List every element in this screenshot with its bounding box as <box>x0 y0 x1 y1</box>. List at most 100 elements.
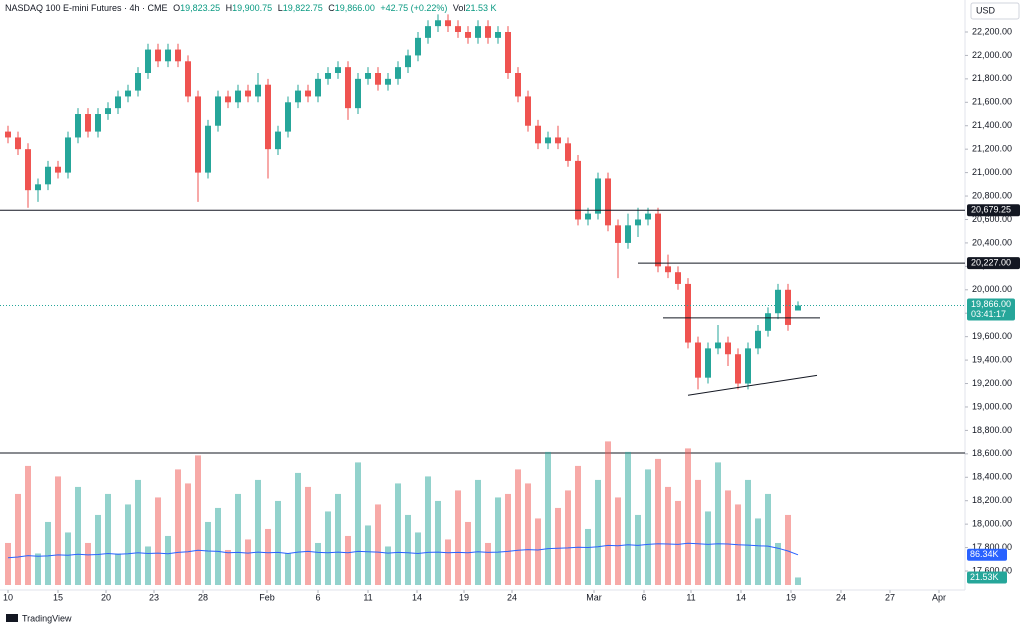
volume-bar <box>485 542 491 585</box>
candle-body <box>335 67 341 74</box>
candle-body <box>45 166 51 185</box>
volume-bar <box>495 497 501 585</box>
candle-body <box>565 143 571 161</box>
level-label-box <box>967 257 1020 270</box>
y-tick-label: 19,600.00 <box>972 331 1012 341</box>
volume-bar <box>85 542 91 585</box>
candle-body <box>345 67 351 109</box>
c-label: C <box>328 3 335 13</box>
candle-body <box>735 354 741 384</box>
candle-body <box>95 114 101 132</box>
volume-bar <box>255 479 261 585</box>
candle-body <box>435 20 441 27</box>
candle-body <box>795 305 801 311</box>
candle-body <box>465 31 471 38</box>
volume-bar <box>465 521 471 585</box>
candle-body <box>25 149 31 191</box>
candle-body <box>355 78 361 109</box>
ma-label: 86.34K <box>970 549 999 559</box>
volume-bar <box>765 493 771 585</box>
volume-bar <box>285 553 291 585</box>
volume-bar <box>455 490 461 585</box>
header: NASDAQ 100 E-mini Futures · 4h · CME O 19… <box>5 3 496 13</box>
y-tick-label: 17,600.00 <box>972 565 1012 575</box>
level-label: 20,227.00 <box>971 258 1011 268</box>
x-tick-label: 10 <box>3 592 13 602</box>
volume-bar <box>795 577 801 585</box>
candle-body <box>65 137 71 173</box>
candle-body <box>695 342 701 378</box>
volume-bar <box>445 539 451 585</box>
volume-bar <box>5 542 11 585</box>
candle-body <box>515 73 521 97</box>
candle-body <box>295 90 301 103</box>
candle-body <box>495 31 501 38</box>
volume-bar <box>325 511 331 585</box>
volume-bar <box>245 539 251 585</box>
volume-bar <box>375 504 381 585</box>
y-tick-label: 21,400.00 <box>972 120 1012 130</box>
x-tick-label: 11 <box>686 592 695 602</box>
volume-bar <box>195 455 201 585</box>
candle-body <box>635 219 641 226</box>
candle-body <box>485 26 491 38</box>
volume-bar <box>235 493 241 585</box>
volume-bar <box>155 497 161 585</box>
y-tick-label: 21,600.00 <box>972 97 1012 107</box>
candle-body <box>225 96 231 103</box>
candle-body <box>615 225 621 243</box>
o-label: O <box>173 3 180 13</box>
candle-body <box>705 348 711 378</box>
symbol: NASDAQ 100 E-mini Futures · 4h · CME <box>5 3 168 13</box>
volume-bar <box>715 462 721 585</box>
change: +42.75 (+0.22%) <box>380 3 447 13</box>
volume-bar <box>45 521 51 585</box>
y-tick-label: 20,600.00 <box>972 214 1012 224</box>
volume-bar <box>545 451 551 585</box>
candle-body <box>675 272 681 284</box>
ma-label-box <box>967 548 1007 561</box>
x-tick-label: 20 <box>101 592 111 602</box>
volume-bar <box>65 532 71 585</box>
x-tick-label: 15 <box>53 592 63 602</box>
volume-bar <box>345 535 351 585</box>
volume-bar <box>665 486 671 585</box>
volume-bar <box>365 525 371 585</box>
volume-bar <box>775 542 781 585</box>
y-tick-label: 18,600.00 <box>972 448 1012 458</box>
h-value: 19,900.75 <box>232 3 272 13</box>
candle-body <box>85 114 91 132</box>
candle-body <box>115 96 121 109</box>
candle-body <box>315 78 321 97</box>
candle-body <box>555 137 561 144</box>
candle-body <box>595 178 601 214</box>
volume-bar <box>125 504 131 585</box>
x-tick-label: Feb <box>259 592 275 602</box>
x-tick-label: 23 <box>149 592 159 602</box>
candle-body <box>505 31 511 74</box>
volume-bar <box>355 462 361 585</box>
candle-body <box>365 73 371 79</box>
candle-body <box>145 49 151 74</box>
currency-box[interactable] <box>970 2 1020 20</box>
y-tick-label: 18,400.00 <box>972 472 1012 482</box>
volume-bar <box>335 493 341 585</box>
candle-body <box>525 96 531 126</box>
volume-bar <box>575 465 581 585</box>
volume-bar <box>525 483 531 585</box>
candle-body <box>195 96 201 173</box>
y-tick-label: 18,800.00 <box>972 425 1012 435</box>
x-tick-label: 6 <box>641 592 646 602</box>
candle-body <box>385 78 391 85</box>
candle-body <box>275 131 281 150</box>
x-tick-label: Mar <box>586 592 602 602</box>
candle-body <box>5 131 11 138</box>
volume-bar <box>15 493 21 585</box>
candle-body <box>785 289 791 325</box>
volume-bar <box>55 476 61 585</box>
candle-body <box>75 114 81 138</box>
volume-bar <box>35 553 41 585</box>
candle-body <box>15 137 21 150</box>
x-tick-label: 11 <box>363 592 372 602</box>
candle-body <box>35 184 41 191</box>
